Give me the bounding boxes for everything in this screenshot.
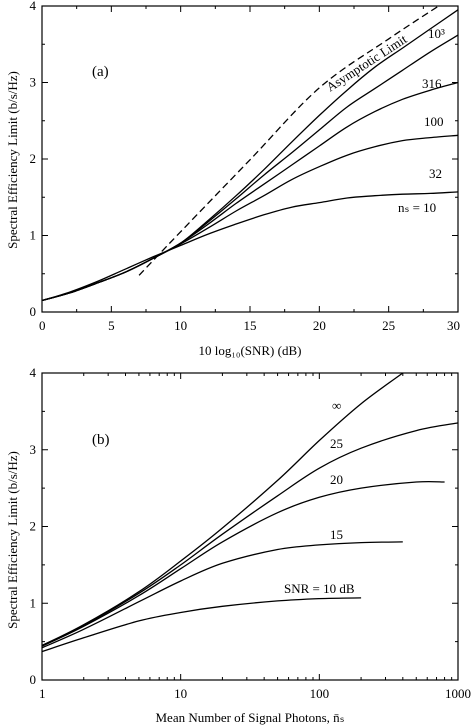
panel-a-xtick-label: 25 (382, 318, 395, 333)
panel-a-xtick-label: 15 (244, 318, 257, 333)
curve-label-316: 316 (422, 76, 442, 91)
panel-b: Spectral Efficiency Limit (b/s/Hz) Mean … (5, 365, 471, 725)
panel-a-series-0 (138, 5, 439, 276)
curve-label-snr10: SNR = 10 dB (284, 581, 355, 596)
panel-a-ytick-label: 2 (30, 151, 37, 166)
panel-a-xtick-label: 0 (39, 318, 46, 333)
panel-a-ytick-label: 4 (30, 0, 37, 13)
panel-a-xtick-label: 10 (174, 318, 187, 333)
panel-a-xtick-label: 5 (108, 318, 115, 333)
panel-b-xtick-label: 1 (39, 686, 46, 701)
panel-a-xlabel: 10 log₁₀(SNR) (dB) (199, 343, 302, 358)
panel-b-ylabel: Spectral Efficiency Limit (b/s/Hz) (5, 451, 20, 629)
panel-a-ytick-label: 1 (30, 228, 37, 243)
panel-b-ytick-label: 2 (30, 519, 37, 534)
panel-a-xtick-label: 20 (313, 318, 326, 333)
panel-a-ytick-label: 3 (30, 75, 37, 90)
curve-label-1000: 10³ (428, 26, 445, 41)
curve-label-asymptotic: Asymptotic Limit (323, 31, 409, 94)
panel-b-series-0 (41, 372, 404, 647)
panel-b-series-4 (41, 597, 362, 653)
panel-b-series-3 (41, 541, 403, 649)
curve-label-20: 20 (330, 472, 343, 487)
panel-a-ylabel: Spectral Efficiency Limit (b/s/Hz) (5, 71, 20, 249)
panel-b-ytick-label: 3 (30, 442, 37, 457)
panel-b-xtick-label: 10 (174, 686, 187, 701)
panel-b-xtick-label: 1000 (445, 686, 471, 701)
panel-b-series-2 (41, 480, 445, 647)
panel-a-series-3 (41, 81, 459, 302)
curve-label-ns10: nₛ = 10 (398, 200, 436, 215)
panel-b-label: (b) (92, 432, 110, 448)
panel-b-xlabel: Mean Number of Signal Photons, n̄ₛ (155, 710, 344, 725)
panel-a: Spectral Efficiency Limit (b/s/Hz) 10 lo… (5, 0, 460, 358)
curve-label-100: 100 (424, 114, 444, 129)
panel-a-ytick-label: 0 (30, 304, 37, 319)
curve-label-25: 25 (330, 436, 343, 451)
panel-b-xtick-label: 100 (310, 686, 330, 701)
curve-label-15: 15 (330, 527, 343, 542)
curve-label-infinity: ∞ (332, 398, 341, 413)
panel-a-series-1 (41, 9, 459, 302)
panel-b-series-1 (41, 422, 459, 647)
panel-b-ytick-label: 1 (30, 595, 37, 610)
panel-a-label: (a) (92, 64, 109, 80)
panel-b-ytick-label: 0 (30, 672, 37, 687)
curve-label-32: 32 (429, 166, 442, 181)
panel-a-series-4 (41, 134, 459, 302)
panel-a-xtick-label: 30 (447, 318, 460, 333)
panel-b-ytick-label: 4 (30, 365, 37, 380)
panel-a-series-5 (41, 191, 459, 302)
